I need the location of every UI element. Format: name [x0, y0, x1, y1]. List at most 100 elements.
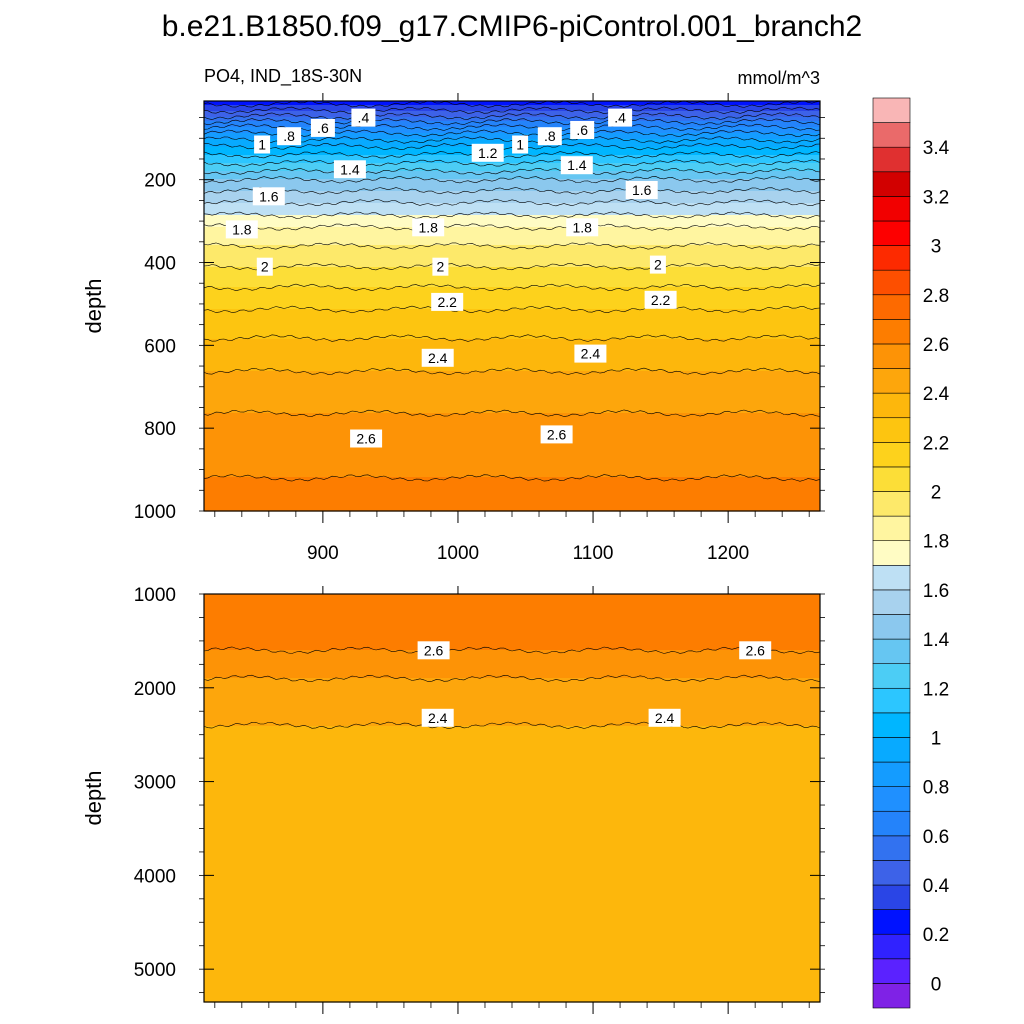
colorbar-boxes [872, 97, 911, 1009]
colorbar-box [872, 663, 911, 689]
contour-label: 2.4 [421, 348, 454, 367]
contour-band [204, 313, 820, 316]
colorbar-tick-label: 1.6 [923, 581, 949, 602]
contour-band [204, 748, 820, 751]
contour-band [204, 491, 820, 494]
contour-label: 2.2 [644, 290, 677, 309]
contour-label: 1 [512, 135, 529, 154]
contour-band [204, 724, 820, 727]
contour-label-text: 1.2 [478, 145, 498, 161]
contour-band [204, 784, 820, 787]
contour-band [204, 123, 820, 126]
contour-band [204, 263, 820, 266]
contour-band [204, 982, 820, 985]
contour-band [204, 992, 820, 995]
contour-band [204, 137, 820, 140]
contour-band [204, 994, 820, 997]
contour-band [204, 624, 820, 627]
contour-band [204, 331, 820, 334]
contour-band [204, 497, 820, 500]
colorbar-tick-label: 0.2 [923, 925, 949, 946]
y-tick-label: 4000 [134, 866, 176, 887]
contour-line [203, 223, 821, 231]
colorbar-tick-label: 3.2 [923, 187, 949, 208]
contour-band [204, 211, 820, 214]
contour-band [204, 632, 820, 635]
colorbar-box [872, 909, 911, 935]
contour-band [204, 710, 820, 713]
contour-band [204, 730, 820, 733]
contour-label-text: 1.4 [340, 161, 360, 177]
contour-band [204, 744, 820, 747]
contour-band [204, 854, 820, 857]
x-tick-label: 1000 [437, 543, 479, 564]
contour-band [204, 173, 820, 176]
contour-label-text: 2.6 [356, 431, 376, 447]
contour-band [204, 245, 820, 248]
contour-band [204, 391, 820, 394]
contour-band [204, 101, 820, 104]
contour-band [204, 499, 820, 502]
lower-y-axis-label: depth [81, 770, 106, 825]
contour-band [204, 890, 820, 893]
contour-band [204, 910, 820, 913]
lower-axes: 1000 2000 3000 4000 5000 [134, 585, 825, 1014]
contour-band [204, 325, 820, 328]
contour-band [204, 812, 820, 815]
contour-band [204, 469, 820, 472]
contour-band [204, 503, 820, 506]
contour-label-text: 1.8 [232, 221, 252, 237]
contour-line [203, 151, 821, 159]
contour-band [204, 377, 820, 380]
contour-band [204, 658, 820, 661]
contour-band [204, 678, 820, 681]
y-tick-label: 5000 [134, 960, 176, 981]
contour-band [204, 339, 820, 342]
contour-band [204, 990, 820, 993]
contour-band [204, 243, 820, 246]
lower-panel: 2.6 2.6 2.4 2.4 1000 2000 3000 4000 5000 depth [81, 585, 825, 1014]
colorbar-tick-label: 0.6 [923, 827, 949, 848]
contour-band [204, 191, 820, 194]
contour-band [204, 203, 820, 206]
contour-band [204, 257, 820, 260]
contour-band [204, 626, 820, 629]
contour-band [204, 762, 820, 765]
contour-band [204, 153, 820, 156]
contour-band [204, 473, 820, 476]
contour-band [204, 295, 820, 298]
contour-band [204, 273, 820, 276]
contour-label: 2 [649, 255, 666, 274]
contour-label-text: 2.6 [547, 426, 567, 442]
contour-band [204, 746, 820, 749]
colorbar-tick-label: 2.2 [923, 433, 949, 454]
contour-band [204, 806, 820, 809]
contour-band [204, 884, 820, 887]
colorbar-tick-label: 1.4 [923, 630, 950, 651]
contour-line [203, 129, 821, 138]
contour-band [204, 616, 820, 619]
contour-line [203, 721, 821, 730]
contour-band [204, 347, 820, 350]
contour-band [204, 461, 820, 464]
contour-band [204, 928, 820, 931]
colorbar-tick-label: 1 [931, 728, 942, 749]
contour-band [204, 938, 820, 941]
colorbar-tick-label: 1.8 [923, 532, 949, 553]
contour-label: .6 [310, 118, 335, 137]
colorbar-tick-label: 3.4 [923, 138, 950, 159]
contour-band [204, 145, 820, 148]
y-tick-label: 2000 [134, 679, 176, 700]
contour-band [204, 904, 820, 907]
colorbar-box [872, 638, 911, 664]
contour-band [204, 361, 820, 364]
contour-band [204, 856, 820, 859]
contour-band [204, 291, 820, 294]
contour-band [204, 395, 820, 398]
contour-band [204, 385, 820, 388]
contour-band [204, 261, 820, 264]
contour-line [203, 211, 821, 219]
contour-band [204, 934, 820, 937]
upper-contour-lines [203, 100, 821, 482]
contour-band [204, 435, 820, 438]
